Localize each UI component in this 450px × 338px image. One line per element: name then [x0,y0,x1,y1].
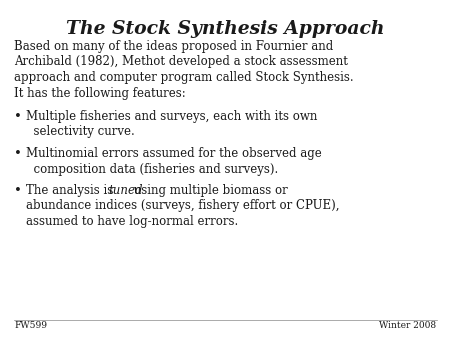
Text: tuned: tuned [108,184,143,197]
Text: Archibald (1982), Methot developed a stock assessment: Archibald (1982), Methot developed a sto… [14,55,348,69]
Text: abundance indices (surveys, fishery effort or CPUE),: abundance indices (surveys, fishery effo… [26,199,339,213]
Text: Multinomial errors assumed for the observed age: Multinomial errors assumed for the obser… [26,147,322,160]
Text: Based on many of the ideas proposed in Fournier and: Based on many of the ideas proposed in F… [14,40,333,53]
Text: It has the following features:: It has the following features: [14,87,186,99]
Text: composition data (fisheries and surveys).: composition data (fisheries and surveys)… [26,163,278,175]
Text: approach and computer program called Stock Synthesis.: approach and computer program called Sto… [14,71,354,84]
Text: The analysis is: The analysis is [26,184,117,197]
Text: Multiple fisheries and surveys, each with its own: Multiple fisheries and surveys, each wit… [26,110,317,123]
Text: Winter 2008: Winter 2008 [379,321,436,330]
Text: •: • [14,110,22,123]
Text: The Stock Synthesis Approach: The Stock Synthesis Approach [66,20,384,38]
Text: •: • [14,147,22,160]
Text: •: • [14,184,22,197]
Text: using multiple biomass or: using multiple biomass or [130,184,288,197]
Text: FW599: FW599 [14,321,47,330]
Text: assumed to have log-normal errors.: assumed to have log-normal errors. [26,215,238,228]
Text: selectivity curve.: selectivity curve. [26,125,135,139]
